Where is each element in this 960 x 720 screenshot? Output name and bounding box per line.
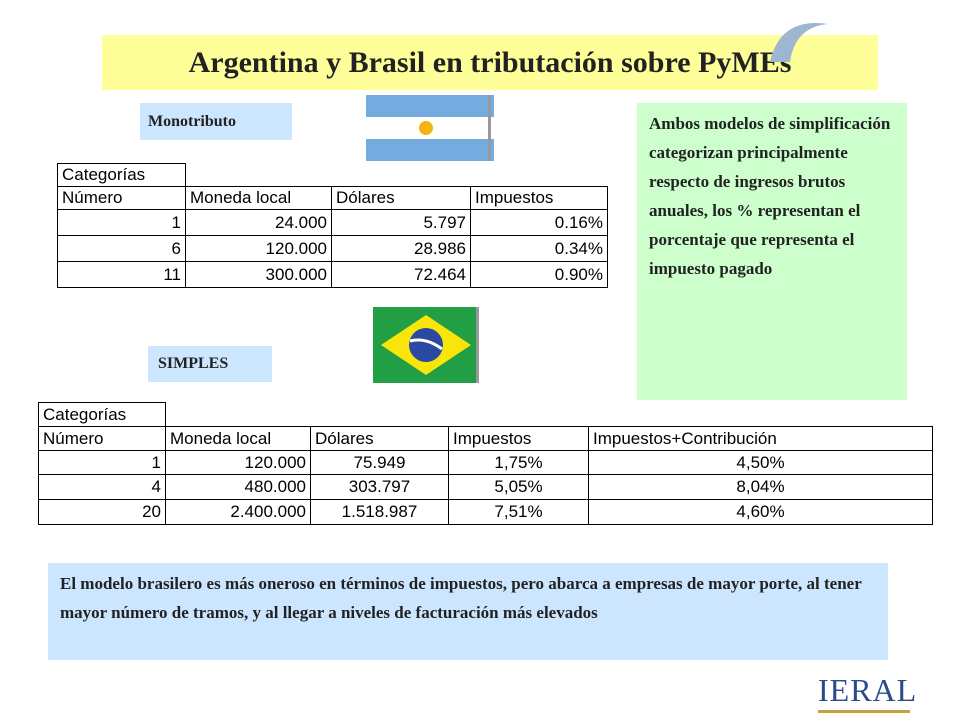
- table-cell: 6: [57, 235, 186, 262]
- column-header: Número: [38, 426, 166, 451]
- column-header: Número: [57, 186, 186, 210]
- table-cell: 28.986: [331, 235, 471, 262]
- table-cell: 303.797: [310, 474, 449, 500]
- conclusion: El modelo brasilero es más oneroso en té…: [48, 563, 888, 660]
- table-cell: 8,04%: [588, 474, 933, 500]
- group-header: Categorías: [57, 163, 186, 187]
- column-header: Dólares: [331, 186, 471, 210]
- table-cell: 0.90%: [470, 261, 608, 288]
- table-cell: 0.16%: [470, 209, 608, 236]
- logo-underline: [818, 710, 910, 713]
- column-header: Dólares: [310, 426, 449, 451]
- logo-top: [770, 23, 828, 62]
- table-cell: 24.000: [185, 209, 332, 236]
- table-cell: 120.000: [165, 450, 311, 475]
- flag-brasil: [373, 307, 479, 383]
- table-cell: 1,75%: [448, 450, 589, 475]
- table-cell: 72.464: [331, 261, 471, 288]
- logo: IERAL: [818, 672, 918, 708]
- table-cell: 1.518.987: [310, 499, 449, 525]
- label-simples: SIMPLES: [148, 346, 272, 382]
- table-cell: 300.000: [185, 261, 332, 288]
- table-cell: 7,51%: [448, 499, 589, 525]
- group-header: Categorías: [38, 402, 166, 427]
- table-cell: 4: [38, 474, 166, 500]
- table-cell: 2.400.000: [165, 499, 311, 525]
- table-cell: 5,05%: [448, 474, 589, 500]
- column-header: Moneda local: [165, 426, 311, 451]
- label-monotributo: Monotributo: [140, 103, 292, 140]
- table-cell: 1: [38, 450, 166, 475]
- table-cell: 11: [57, 261, 186, 288]
- title: Argentina y Brasil en tributación sobre …: [102, 35, 878, 90]
- flag-argentina: [366, 95, 494, 161]
- table-cell: 480.000: [165, 474, 311, 500]
- column-header: Impuestos: [448, 426, 589, 451]
- table-cell: 4,50%: [588, 450, 933, 475]
- table-cell: 1: [57, 209, 186, 236]
- note: Ambos modelos de simplificación categori…: [637, 103, 907, 400]
- table-cell: 75.949: [310, 450, 449, 475]
- column-header: Impuestos: [470, 186, 608, 210]
- column-header: Impuestos+Contribución: [588, 426, 933, 451]
- column-header: Moneda local: [185, 186, 332, 210]
- table-cell: 20: [38, 499, 166, 525]
- table-cell: 4,60%: [588, 499, 933, 525]
- table-cell: 5.797: [331, 209, 471, 236]
- table-cell: 120.000: [185, 235, 332, 262]
- table-cell: 0.34%: [470, 235, 608, 262]
